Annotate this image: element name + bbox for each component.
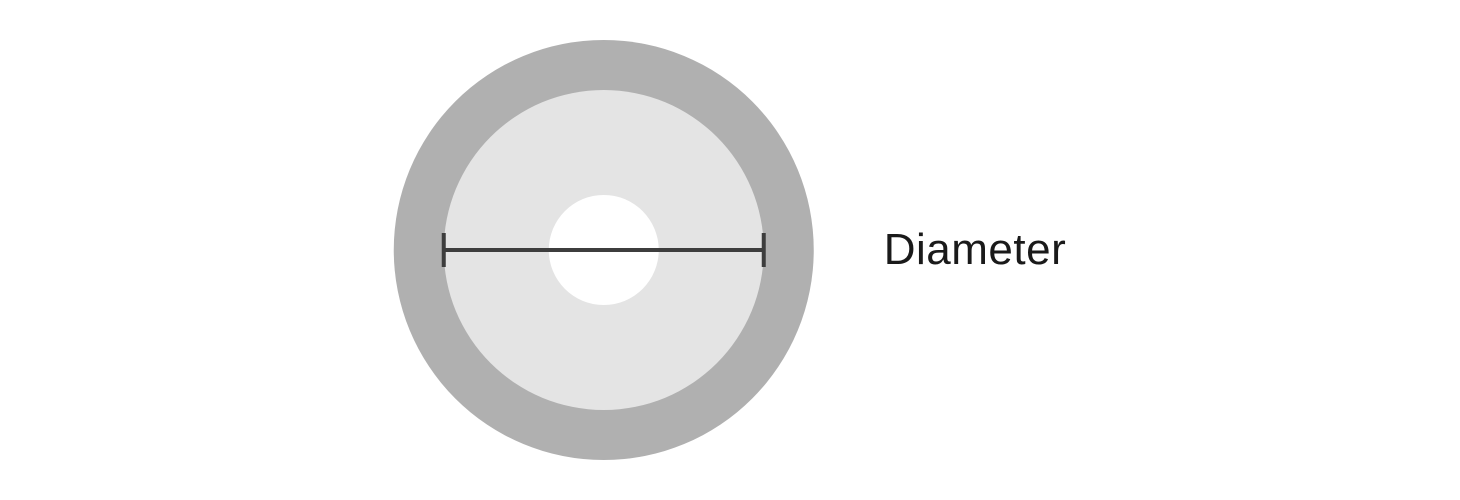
- concentric-circles: [394, 40, 814, 460]
- inner-disc: [444, 90, 764, 410]
- center-hole: [549, 195, 659, 305]
- outer-ring: [394, 40, 814, 460]
- diameter-diagram: Diameter: [394, 40, 1067, 460]
- diameter-label: Diameter: [884, 225, 1067, 275]
